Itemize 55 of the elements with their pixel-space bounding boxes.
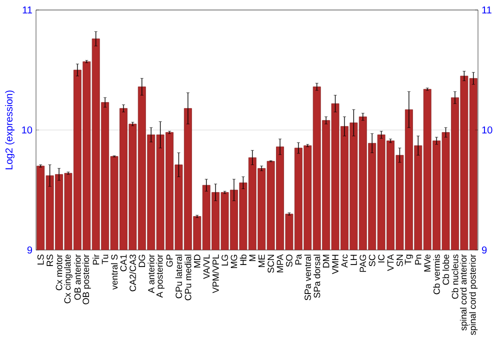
x-tick-label: A anterior [148, 254, 154, 294]
x-tick-label: SPa ventral [304, 254, 311, 300]
x-tick-label: Cx motor [56, 254, 62, 290]
y-tick-label: 9 [27, 246, 32, 254]
x-tick-label: IC [378, 254, 384, 262]
x-tick-label: Pa [295, 254, 302, 264]
x-tick-label: OB posterior [82, 254, 91, 304]
x-tick-label: DG [138, 254, 146, 267]
x-tick-label: VPM/VPL [212, 254, 219, 294]
x-tick-label: CPu lateral [175, 254, 182, 298]
x-tick-label: DM [322, 254, 330, 268]
x-tick-label: LH [350, 254, 357, 265]
x-tick-label: SCN [268, 254, 274, 273]
y2-tick-label: 11 [482, 6, 492, 14]
x-tick-label: MG [230, 254, 238, 268]
x-tick-label: SPa dorsal [314, 254, 320, 298]
x-tick-label: GP [166, 254, 173, 267]
x-tick-label: Tg [404, 254, 413, 264]
x-tick-label: PAG [360, 254, 366, 272]
x-tick-label: Cb nucleus [452, 254, 458, 299]
x-tick-label: CPu medial [184, 254, 192, 300]
x-tick-label: ventral S [110, 254, 118, 290]
x-tick-label: OB anterior [74, 254, 81, 300]
y2-tick-label: 9 [482, 246, 487, 254]
x-tick-label: Hb [240, 254, 246, 265]
x-tick-label: Pir [92, 254, 100, 264]
x-tick-label: SO [286, 254, 292, 267]
x-tick-label: A posterior [156, 254, 165, 298]
x-tick-label: ME [258, 254, 265, 267]
x-tick-label: CA1 [120, 254, 127, 272]
x-tick-label: VTA [387, 254, 394, 271]
x-tick-label: VA/VL [203, 254, 210, 279]
x-tick-label: spinal cord anterior [460, 254, 468, 330]
x-tick-label: MPA [276, 254, 284, 272]
x-tick-label: Arc [341, 254, 348, 268]
y-tick-label: 10 [22, 126, 32, 134]
x-tick-label: spinal cord posterior [469, 254, 478, 335]
x-tick-label: Cb lobe [442, 254, 450, 285]
x-tick-label: Tu [102, 254, 108, 264]
y2-tick-label: 10 [482, 126, 492, 134]
x-tick-label: SC [368, 254, 376, 266]
x-tick-label: LG [222, 254, 228, 266]
x-tick-label: Cx cingulate [64, 254, 72, 304]
x-tick-label: MVe [424, 254, 430, 272]
x-tick-label: RS [46, 254, 54, 266]
y-tick-label: 11 [22, 6, 32, 14]
x-tick-label: VMH [332, 254, 338, 274]
x-tick-label: M [249, 254, 256, 261]
x-tick-label: SN [396, 254, 403, 266]
x-tick-label: Pn [415, 254, 422, 264]
x-tick-label: Cb vermis [433, 254, 440, 294]
y-axis-title: Log2 (expression) [5, 90, 14, 170]
x-tick-label: CA2/CA3 [129, 254, 136, 292]
x-tick-label: MD [194, 254, 200, 268]
x-tick-label: LS [37, 254, 44, 264]
